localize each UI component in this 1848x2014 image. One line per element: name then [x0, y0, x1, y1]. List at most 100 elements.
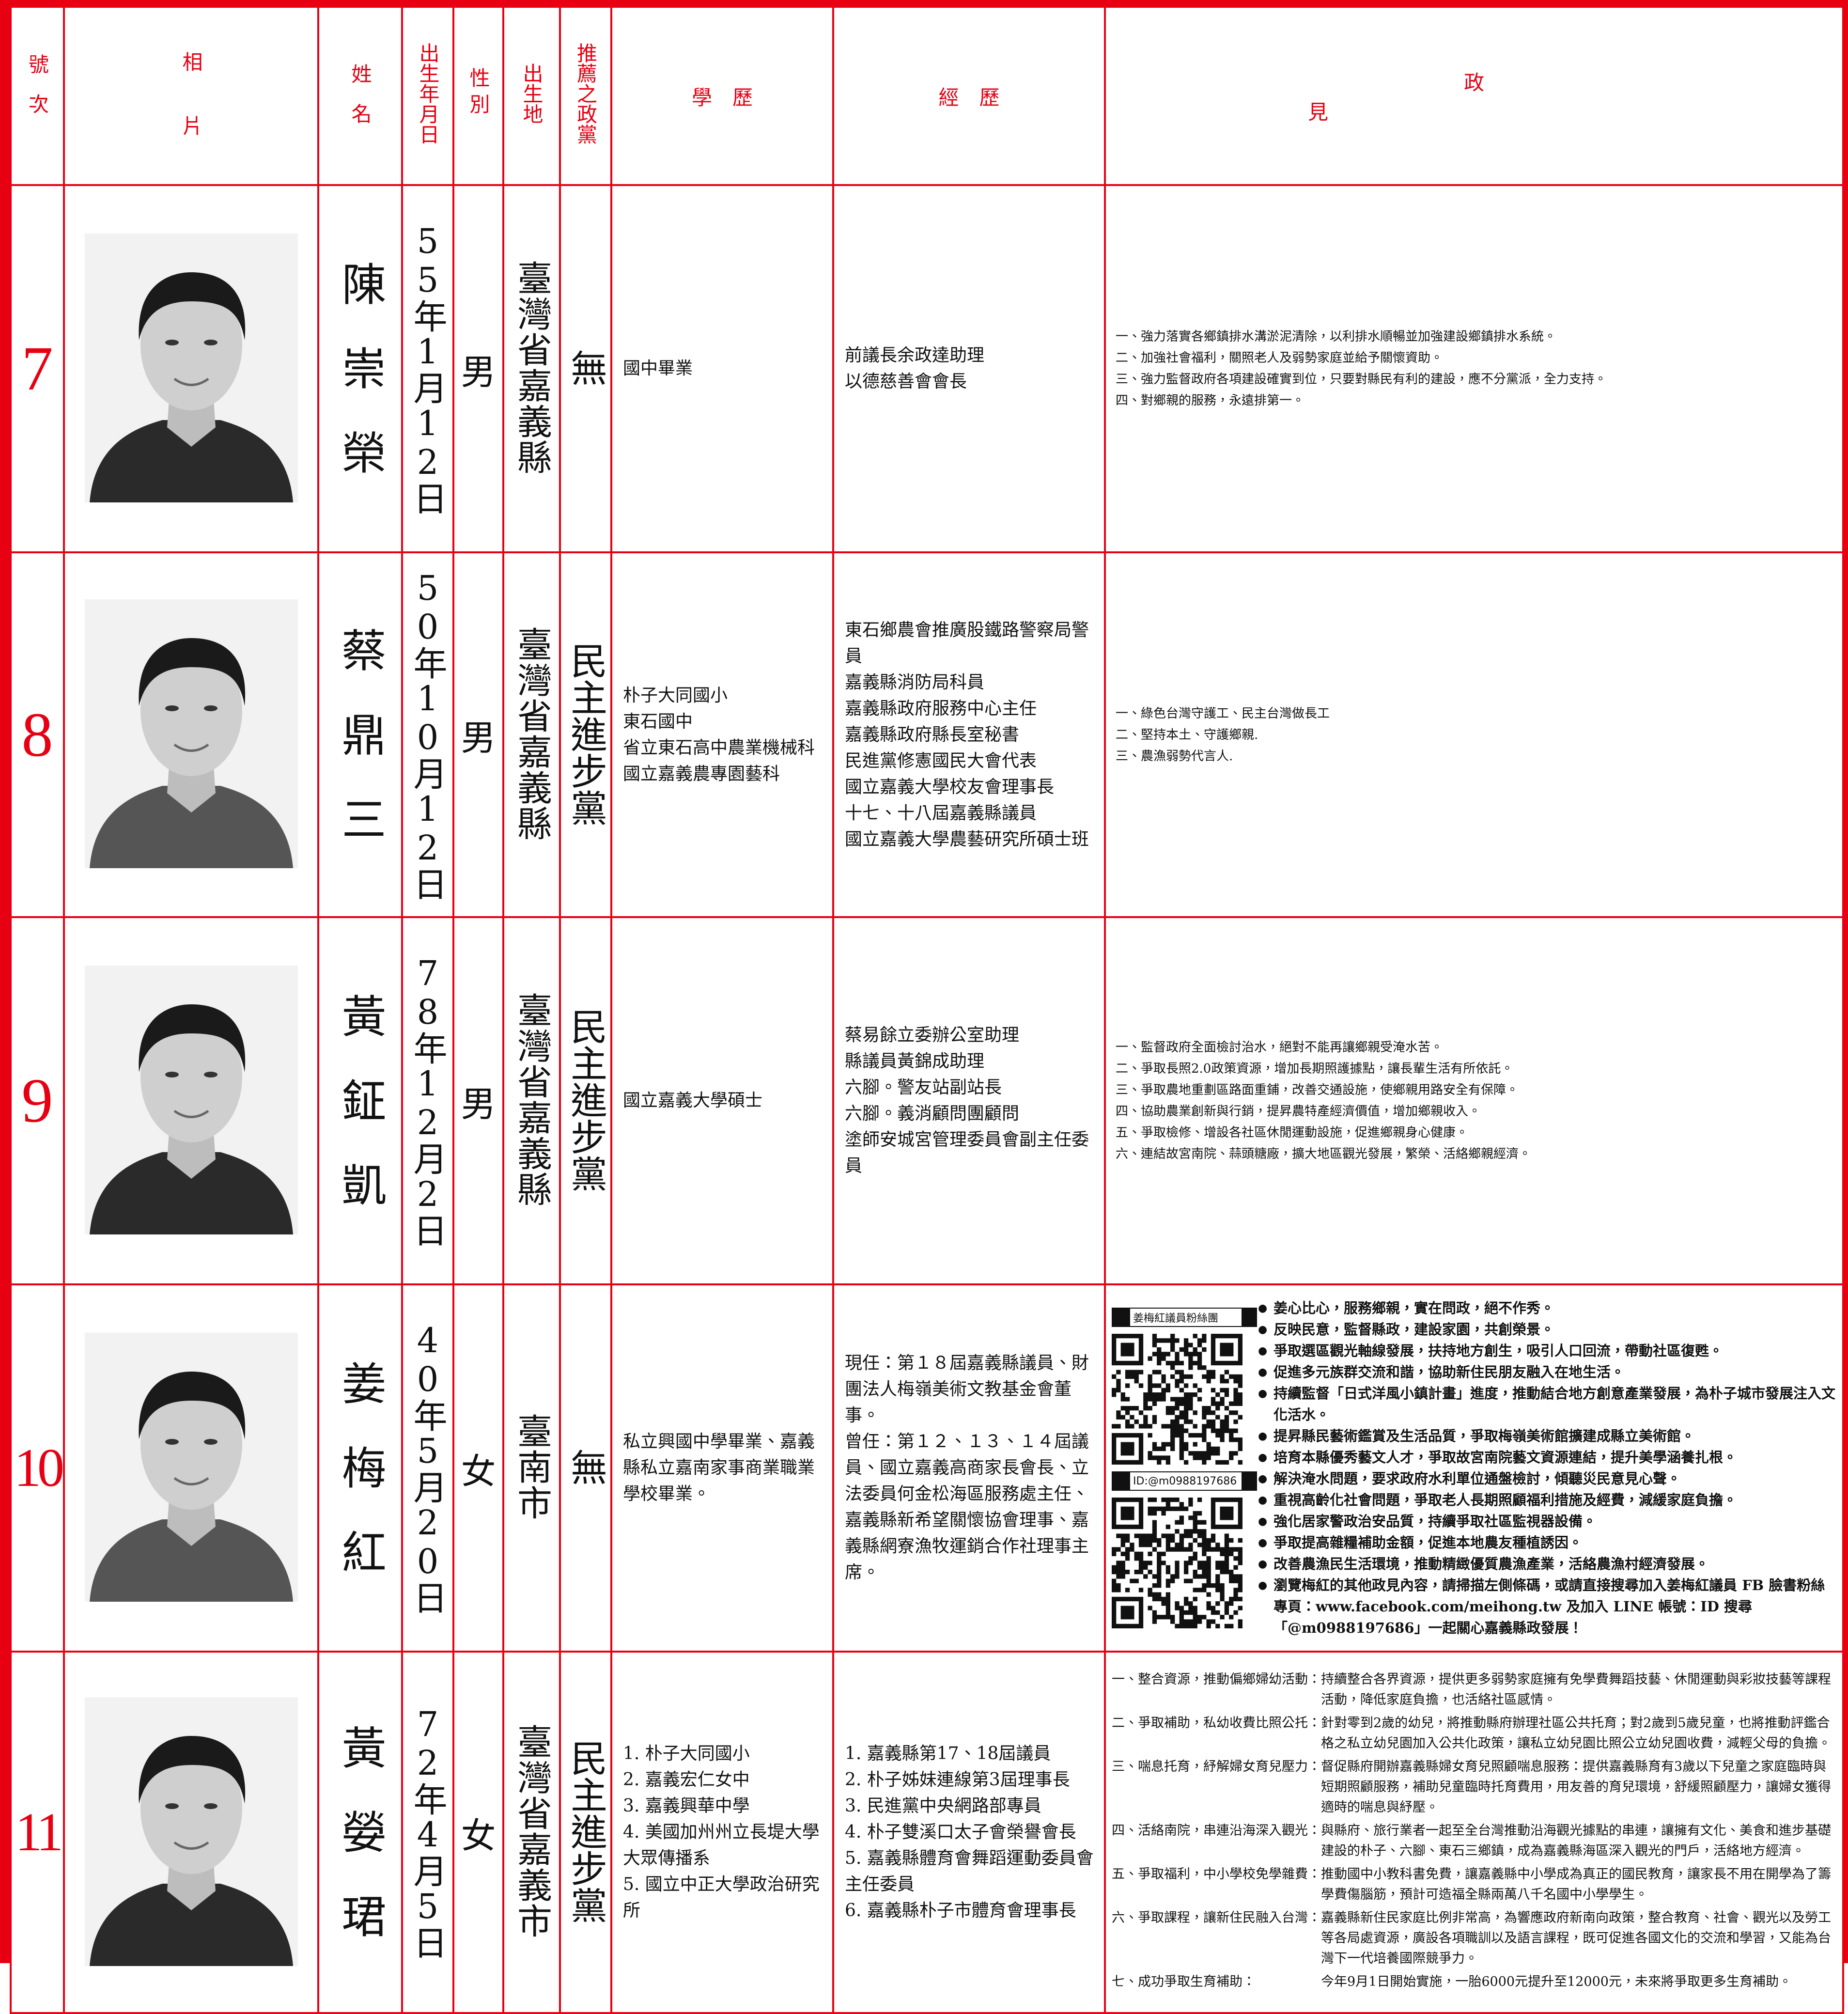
education-item: 國中畢業: [623, 359, 693, 378]
header-party: 推薦之政黨: [574, 43, 598, 144]
photo-cell: [63, 1651, 319, 2014]
platform-list: 姜心比心，服務鄉親，實在問政，絕不作秀。反映民意，監督縣政，建設家園，共創榮景。…: [1257, 1297, 1836, 1639]
number-cell: 10: [10, 1283, 65, 1653]
experience-item: 6. 嘉義縣朴子市體育會理事長: [845, 1901, 1076, 1920]
platform-item-label: 三、喘息托育，紓解婦女育兒壓力：: [1112, 1759, 1321, 1774]
header-education: 學歷: [691, 85, 773, 109]
header-platform: 政見: [1307, 71, 1796, 124]
page: {"header":{"number":"號次","photo":"相片","n…: [0, 0, 1848, 1963]
photo-cell: [63, 916, 319, 1285]
platform-item: 爭取選區觀光軸線發展，扶持地方創生，吸引人口回流，帶動社區復甦。: [1258, 1340, 1836, 1361]
photo-eye: [165, 1803, 179, 1809]
experience-cell: 前議長余政達助理 以德慈善會會長: [832, 184, 1106, 553]
header-row: 號次 相片 姓名 出生年月日 性別 出生地 推薦之政黨 學歷 經歷 政見: [10, 6, 1844, 186]
candidate-party: 無: [564, 349, 607, 386]
platform-item: 瀏覽梅紅的其他政見內容，請掃描左側條碼，或請直接搜尋加入姜梅紅議員 FB 臉書粉…: [1258, 1575, 1836, 1639]
experience-item: 東石鄉農會推廣股鐵路警察局警員: [845, 620, 1089, 666]
candidate-birth: 78年12月2日: [408, 953, 448, 1246]
experience-item: 前議長余政達助理: [845, 345, 985, 365]
photo-mouth: [173, 743, 209, 752]
candidate-photo: [84, 1697, 298, 1966]
platform-item: 四、對鄉親的服務，永遠排第一。: [1116, 393, 1305, 408]
candidate-birth: 50年10月12日: [408, 568, 448, 900]
experience-item: 3. 民進黨中央網路部專員: [845, 1796, 1041, 1816]
education-item: 私立興國中學畢業、嘉義縣私立嘉南家事商業職業學校畢業。: [623, 1432, 815, 1504]
party-cell: 民主進步黨: [559, 916, 612, 1285]
experience-item: 蔡易餘立委辦公室助理: [845, 1025, 1020, 1045]
candidate-birthplace: 臺灣省嘉義縣: [511, 260, 552, 475]
name-cell: 黃鉦凱: [317, 916, 403, 1285]
experience-item: 5. 嘉義縣體育會舞蹈運動委員會主任委員: [845, 1848, 1094, 1894]
platform-item-label: 四、活絡南院，串連沿海深入觀光：: [1112, 1823, 1321, 1838]
platform-item-label: 五、爭取福利，中小學校免學雜費：: [1112, 1867, 1321, 1882]
photo-shoulders: [89, 1152, 293, 1234]
photo-eye: [165, 339, 179, 345]
platform-item: 反映民意，監督縣政，建設家園，共創榮景。: [1258, 1319, 1836, 1340]
candidate-rows: 7 陳崇榮 55年1月12日男臺灣省嘉義縣無國中畢業 前議長余政達助理 以德慈善會會長一…: [10, 184, 1844, 2014]
candidate-name: 蔡鼎三: [334, 627, 386, 880]
photo-cell: [63, 1283, 319, 1653]
candidate-party: 無: [564, 1449, 607, 1485]
name-cell: 陳崇榮: [317, 184, 403, 553]
candidate-name: 陳崇榮: [334, 261, 386, 514]
candidate-row: 7 陳崇榮 55年1月12日男臺灣省嘉義縣無國中畢業 前議長余政達助理 以德慈善會會長一…: [10, 184, 1844, 553]
photo-mouth: [173, 1477, 209, 1485]
candidate-row: 8 蔡鼎三 50年10月12日男臺灣省嘉義縣 民主進步黨 朴子大同國小 東石國中 省立東石高…: [10, 551, 1844, 918]
platform-item: 六、連結故宮南院、蒜頭糖廠，擴大地區觀光發展，繁榮、活絡鄉親經濟。: [1116, 1147, 1532, 1161]
photo-face: [140, 1378, 242, 1510]
experience-item: 國立嘉義大學農藝研究所碩士班: [845, 829, 1089, 849]
birthplace-cell: 臺灣省嘉義縣: [502, 184, 561, 553]
education-item: 4. 美國加州州立長堤大學大眾傳播系: [623, 1822, 820, 1868]
experience-item: 民進黨修憲國民大會代表: [845, 750, 1037, 771]
birth-cell: 72年4月5日: [401, 1651, 454, 2014]
candidate-gender: 男: [461, 718, 496, 758]
photo-shoulders: [89, 1519, 293, 1602]
birth-cell: 78年12月2日: [401, 916, 454, 1285]
education-item: 1. 朴子大同國小: [623, 1744, 750, 1764]
platform-item: 爭取提高雜糧補助金額，促進本地農友種植誘因。: [1258, 1532, 1836, 1553]
platform-item-label: 一、整合資源，推動偏鄉婦幼活動：: [1112, 1672, 1321, 1687]
gender-cell: 男: [452, 916, 504, 1285]
platform-item-text: 督促縣府開辦嘉義縣婦女育兒照顧喘息服務：提供嘉義縣育有3歲以下兒童之家庭臨時與短…: [1321, 1759, 1831, 1815]
photo-hair: [138, 272, 245, 340]
photo-eye: [203, 705, 217, 711]
birth-cell: 55年1月12日: [401, 184, 454, 553]
platform-item: 三、農漁弱勢代言人.: [1116, 749, 1233, 764]
experience-item: 曾任：第１２、１３、１４屆議員、國立嘉義高商家長會長、立法委員何金松海區服務處主…: [845, 1432, 1089, 1582]
party-cell: 民主進步黨: [559, 551, 612, 918]
experience-item: 塗師安城宮管理委員會副主任委員: [845, 1130, 1089, 1176]
platform-item-text: 嘉義縣新住民家庭比例非常高，為響應政府新南向政策，整合教育、社會、觀光以及勞工等…: [1321, 1910, 1831, 1966]
qr-code: [1112, 1498, 1242, 1628]
platform-item: 一、監督政府全面檢討治水，絕對不能再讓鄉親受淹水苦。: [1116, 1040, 1444, 1055]
platform-item-text: 持續整合各界資源，提供更多弱勢家庭擁有免學費舞蹈技藝、休閒運動與彩妝技藝等課程活…: [1321, 1672, 1831, 1707]
education-cell: 國中畢業: [610, 184, 834, 553]
education-item: 3. 嘉義興華中學: [623, 1796, 750, 1816]
experience-item: 4. 朴子雙溪口太子會榮譽會長: [845, 1822, 1076, 1842]
number-cell: 7: [10, 184, 65, 553]
candidate-row: 9 黃鉦凱 78年12月2日男臺灣省嘉義縣 民主進步黨 國立嘉義大學碩士 蔡易餘立委辦公室…: [10, 916, 1844, 1285]
photo-shoulders: [89, 420, 293, 502]
platform-item: 培育本縣優秀藝文人才，爭取故宮南院藝文資源連結，提升美學涵養扎根。: [1258, 1447, 1836, 1468]
candidate-gender: 男: [461, 1083, 496, 1124]
candidate-number: 9: [21, 1066, 53, 1136]
qr-label-text: ID:@m0988197686: [1133, 1475, 1237, 1487]
gender-cell: 男: [452, 184, 504, 553]
birthplace-cell: 臺南市: [502, 1283, 561, 1653]
platform-item: 重視高齡化社會問題，爭取老人長期照顧福利措施及經費，減緩家庭負擔。: [1258, 1489, 1836, 1511]
education-item: 2. 嘉義宏仁女中: [623, 1770, 750, 1790]
party-cell: 民主進步黨: [559, 1651, 612, 2014]
header-photo: 相片: [179, 51, 203, 179]
header-name: 姓名: [348, 63, 372, 143]
platform-item: 二、堅持本土、守護鄉親.: [1116, 727, 1258, 742]
candidate-birth: 55年1月12日: [408, 221, 448, 514]
education-item: 5. 國立中正大學政治研究所: [623, 1874, 820, 1920]
experience-item: 嘉義縣政府服務中心主任: [845, 698, 1037, 718]
photo-eye: [203, 1438, 217, 1445]
birthplace-cell: 臺灣省嘉義縣: [502, 916, 561, 1285]
qr-column: 姜梅紅議員粉絲團 ID:@m0988197686: [1112, 1308, 1257, 1628]
candidate-birthplace: 臺灣省嘉義縣: [511, 992, 552, 1207]
education-item: 東石國中: [623, 711, 693, 732]
experience-item: 十七、十八屆嘉義縣議員: [845, 803, 1037, 823]
candidate-table: 號次 相片 姓名 出生年月日 性別 出生地 推薦之政黨 學歷 經歷 政見 7 陳崇…: [10, 6, 1844, 2014]
photo-eye: [165, 1438, 179, 1445]
